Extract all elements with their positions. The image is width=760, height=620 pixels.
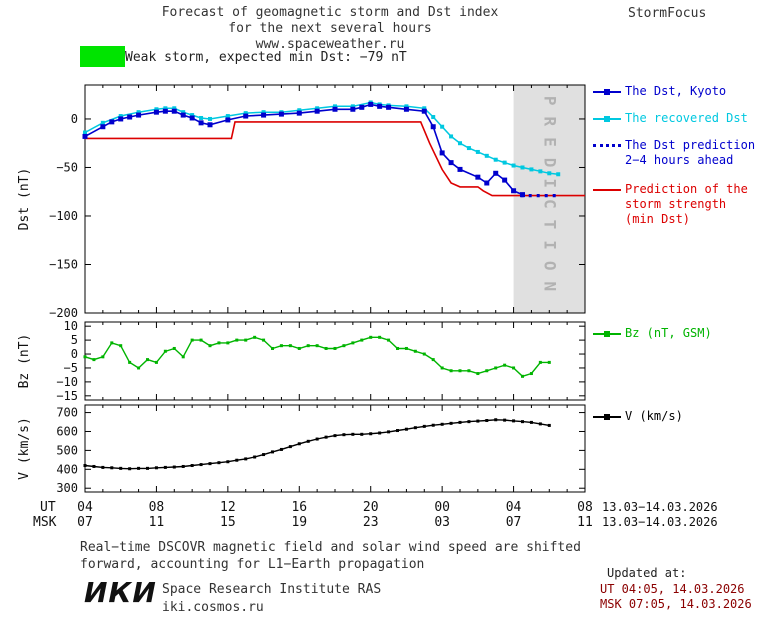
dst-y-tick-label: −100 xyxy=(49,209,78,223)
v-y-tick-label: 400 xyxy=(56,462,78,476)
bz-axis-label: Bz (nT) xyxy=(17,334,32,389)
dst-y-tick-label: −50 xyxy=(56,160,78,174)
hour-tick-label: 16 xyxy=(291,500,308,515)
dst-axis-label: Dst (nT) xyxy=(17,168,32,231)
storm-level-swatch xyxy=(80,46,125,67)
v-panel: 700 600 500 400 300 V (km/s) xyxy=(17,404,586,495)
dst-y-tick-label: 0 xyxy=(71,112,78,126)
updated-msk: MSK 07:05, 14.03.2026 xyxy=(600,597,752,611)
series-storm-strength xyxy=(85,121,585,197)
series-dst-kyoto xyxy=(82,101,525,198)
hour-tick-label: 11 xyxy=(577,515,593,530)
hour-tick-label: 08 xyxy=(148,500,165,515)
legend-label: The recovered Dst xyxy=(625,111,748,125)
legend-item-v: V (km/s) xyxy=(593,409,683,424)
prediction-band-label: PREDICTION xyxy=(540,96,559,302)
hour-tick-label: 07 xyxy=(505,515,522,530)
dst-y-tick-label: −200 xyxy=(49,306,78,320)
prediction-band xyxy=(513,85,585,313)
date-range-msk: 13.03−14.03.2026 xyxy=(602,515,718,529)
series-v xyxy=(83,418,551,471)
footnote-line-1: Real−time DSCOVR magnetic field and sola… xyxy=(80,540,581,555)
institute-name: Space Research Institute RAS xyxy=(162,582,382,597)
hour-tick-label: 15 xyxy=(220,515,236,530)
iki-logo: ИКИ xyxy=(84,576,157,609)
legend-item-bz: Bz (nT, GSM) xyxy=(593,326,712,341)
legend-item-dst-prediction: The Dst prediction 2−4 hours ahead xyxy=(593,138,755,168)
v-y-tick-label: 700 xyxy=(56,406,78,420)
bz-y-tick-label: −15 xyxy=(56,389,78,403)
legend-label: The Dst, Kyoto xyxy=(625,84,727,98)
bz-y-tick-label: −5 xyxy=(64,361,78,375)
hour-tick-label: 20 xyxy=(362,500,379,515)
v-plot-frame xyxy=(84,404,586,493)
title-line-2: for the next several hours xyxy=(228,21,432,36)
legend-label: Prediction of the xyxy=(625,182,748,196)
bz-y-tick-label: 10 xyxy=(64,319,78,333)
bz-y-tick-label: 5 xyxy=(71,333,78,347)
msk-row-label: MSK xyxy=(33,515,57,530)
hour-tick-label: 19 xyxy=(291,515,308,530)
legend-sample-dst-prediction xyxy=(593,140,621,151)
legend-label: The Dst prediction xyxy=(625,138,756,152)
hour-tick-label: 23 xyxy=(362,515,379,530)
legend-sample-bz xyxy=(593,328,621,339)
page-title: Forecast of geomagnetic storm and Dst in… xyxy=(90,5,570,53)
legend-item-dst-kyoto: The Dst, Kyoto xyxy=(593,84,726,99)
legend-label: V (km/s) xyxy=(625,409,683,423)
hour-tick-label: 07 xyxy=(77,515,93,530)
v-y-tick-label: 500 xyxy=(56,443,78,457)
hour-tick-label: 12 xyxy=(220,500,236,515)
legend-sample-v xyxy=(593,411,621,422)
hour-tick-label: 04 xyxy=(505,500,522,515)
bz-y-tick-label: −10 xyxy=(56,375,78,389)
series-bz xyxy=(83,335,551,378)
legend-sample-storm-strength xyxy=(593,184,621,195)
bz-y-tick-label: 0 xyxy=(71,347,78,361)
hour-tick-label: 08 xyxy=(577,500,593,515)
legend-sample-dst-kyoto xyxy=(593,86,621,97)
legend-label: Bz (nT, GSM) xyxy=(625,326,712,340)
footnote: Real−time DSCOVR magnetic field and sola… xyxy=(80,539,581,573)
legend-label: 2−4 hours ahead xyxy=(625,153,734,167)
hour-tick-label: 00 xyxy=(434,500,450,515)
ut-row-label: UT xyxy=(40,500,56,515)
legend-label: storm strength xyxy=(625,197,727,211)
v-y-tick-label: 300 xyxy=(56,481,78,495)
dst-panel: PREDICTION 0 −50 −100 −150 −200 Dst (nT) xyxy=(17,84,586,320)
v-y-tick-label: 600 xyxy=(56,424,78,438)
footnote-line-2: forward, accounting for L1−Earth propaga… xyxy=(80,557,425,572)
v-axis-label: V (km/s) xyxy=(17,417,32,480)
legend-sample-recovered-dst xyxy=(593,113,621,124)
storm-level-label: Weak storm, expected min Dst: −79 nT xyxy=(125,50,407,65)
dst-y-tick-label: −150 xyxy=(49,257,78,271)
updated-heading: Updated at: xyxy=(607,566,687,580)
hour-tick-label: 04 xyxy=(77,500,93,515)
hour-tick-label: 03 xyxy=(434,515,450,530)
title-line-1: Forecast of geomagnetic storm and Dst in… xyxy=(161,5,499,20)
updated-ut: UT 04:05, 14.03.2026 xyxy=(600,582,745,596)
bz-plot-frame xyxy=(84,321,586,401)
title-url[interactable]: www.spaceweather.ru xyxy=(255,37,405,52)
brand-stormfocus: StormFocus xyxy=(628,6,707,21)
dst-plot-frame xyxy=(84,84,586,314)
legend-item-storm-strength: Prediction of the storm strength (min Dst) xyxy=(593,182,748,227)
legend-label: (min Dst) xyxy=(625,212,691,226)
legend-item-recovered-dst: The recovered Dst xyxy=(593,111,748,126)
institute-site[interactable]: iki.cosmos.ru xyxy=(162,600,264,615)
date-range-ut: 13.03−14.03.2026 xyxy=(602,500,718,514)
hour-tick-label: 11 xyxy=(148,515,165,530)
